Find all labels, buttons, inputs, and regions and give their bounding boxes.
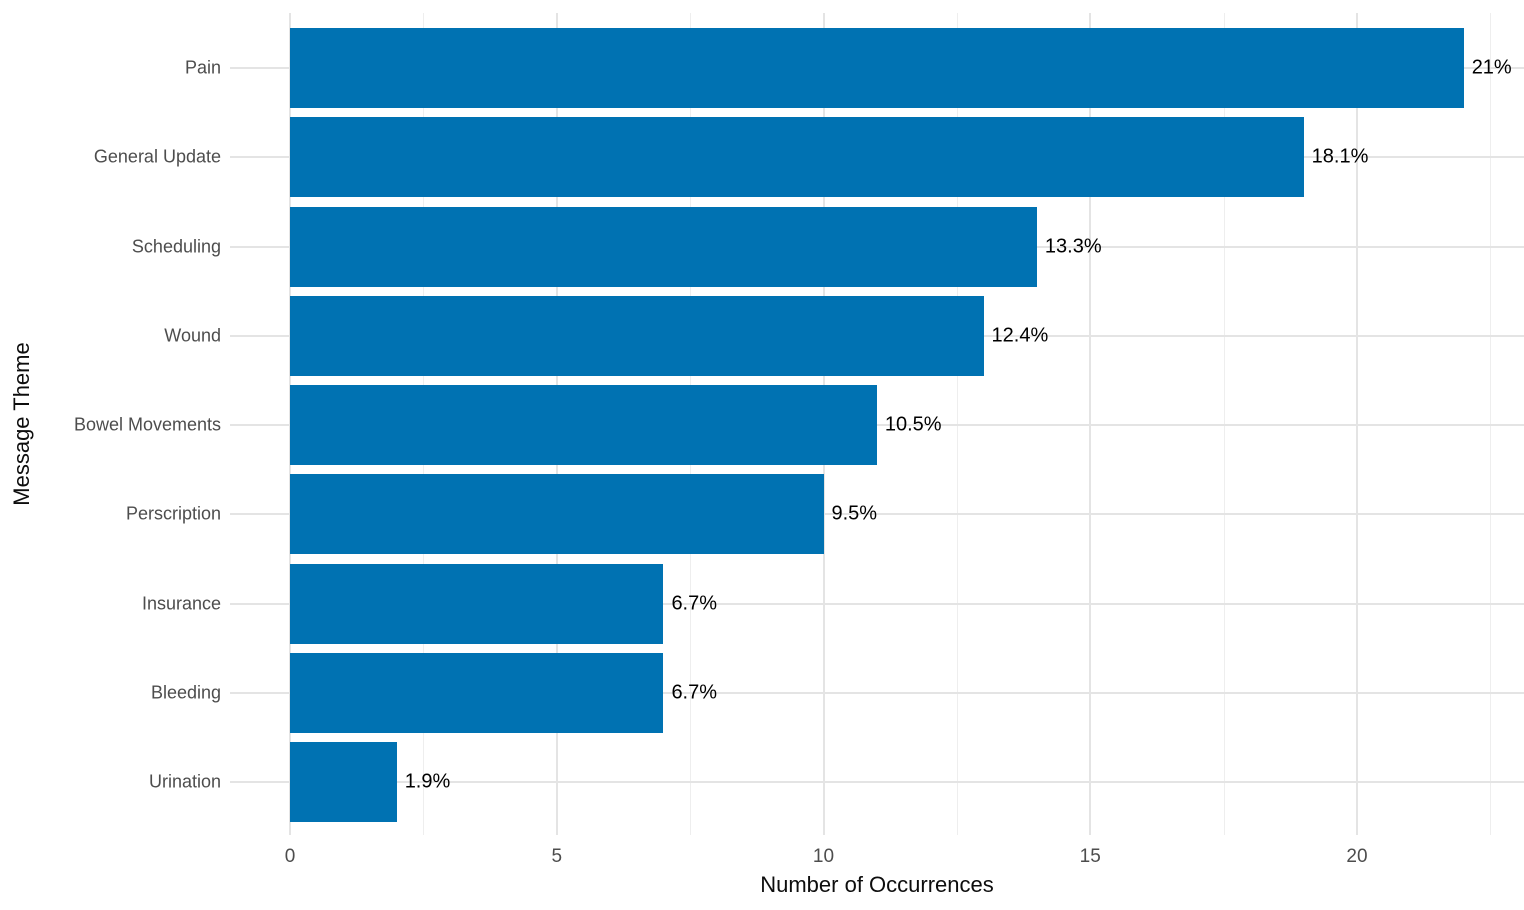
bar-label-scheduling: 13.3% (1044, 235, 1102, 257)
y-axis-title: Message Theme (9, 342, 34, 506)
y-axis-label-bleeding: Bleeding (150, 682, 221, 703)
y-axis-label-insurance: Insurance (141, 593, 221, 613)
bar-label-bleeding: 6.7% (671, 681, 718, 704)
y-axis-label-pain: Pain (184, 57, 221, 78)
bar-label-general-update: 18.1% (1311, 145, 1369, 168)
bar-label-pain: 21% (1471, 56, 1512, 79)
y-axis-label-urination: Urination (148, 771, 221, 792)
bar-urination (290, 742, 397, 822)
row-gridline-urination (230, 781, 1524, 783)
bar-perscription (290, 474, 824, 555)
bar-pain (290, 28, 1464, 108)
x-tick-label-0: 0 (284, 846, 296, 867)
bar-label-perscription: 9.5% (831, 502, 878, 525)
y-axis-label-wound: Wound (164, 325, 221, 346)
bar-insurance (290, 563, 664, 644)
bar-bowel-movements (290, 385, 877, 465)
x-axis-title: Number of Occurrences (760, 872, 994, 897)
bar-label-urination: 1.9% (404, 770, 451, 793)
bar-scheduling (290, 206, 1037, 287)
y-axis-label-bowel-movements: Bowel Movements (73, 414, 221, 435)
y-axis-label-scheduling: Scheduling (131, 236, 221, 256)
bar-wound (290, 295, 984, 376)
bar-general-update (290, 117, 1304, 198)
y-axis-label-general-update: General Update (93, 146, 221, 167)
x-tick-label-5: 5 (551, 846, 563, 867)
bar-label-wound: 12.4% (991, 324, 1049, 347)
row-gridline-bleeding (230, 691, 1524, 694)
x-tick-label-10: 10 (812, 846, 835, 867)
row-gridline-perscription (230, 513, 1524, 516)
y-axis-label-perscription: Perscription (125, 503, 221, 524)
bar-label-bowel-movements: 10.5% (884, 413, 942, 436)
row-gridline-insurance (230, 602, 1524, 605)
bar-label-insurance: 6.7% (671, 592, 718, 614)
x-tick-label-20: 20 (1346, 846, 1368, 867)
bar-bleeding (290, 652, 664, 733)
x-tick-label-15: 15 (1079, 846, 1101, 867)
row-gridline-bowel-movements (230, 424, 1524, 426)
